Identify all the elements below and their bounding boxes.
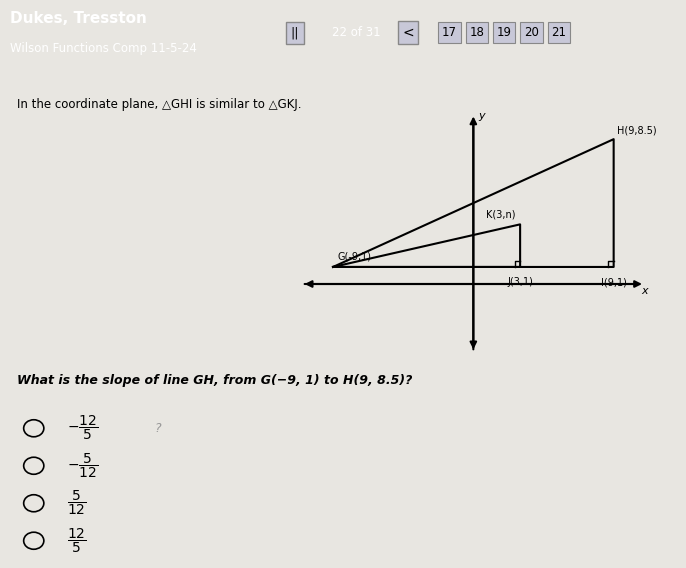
Text: 20: 20 [524, 26, 539, 39]
Text: ?: ? [155, 422, 161, 435]
Text: Dukes, Tresston: Dukes, Tresston [10, 11, 147, 26]
Text: 21: 21 [552, 26, 567, 39]
Text: $\dfrac{12}{5}$: $\dfrac{12}{5}$ [67, 527, 87, 555]
Text: K(3,n): K(3,n) [486, 209, 515, 219]
Text: $-\dfrac{5}{12}$: $-\dfrac{5}{12}$ [67, 452, 99, 480]
Text: x: x [641, 286, 648, 296]
Text: $\dfrac{5}{12}$: $\dfrac{5}{12}$ [67, 489, 87, 517]
Text: ||: || [291, 26, 299, 39]
Text: Wilson Functions Comp 11-5-24: Wilson Functions Comp 11-5-24 [10, 42, 197, 55]
Text: G(-9,1): G(-9,1) [338, 252, 372, 262]
Text: H(9,8.5): H(9,8.5) [617, 126, 657, 136]
Text: In the coordinate plane, △GHI is similar to △GKJ.: In the coordinate plane, △GHI is similar… [17, 98, 301, 111]
Text: 18: 18 [469, 26, 484, 39]
Text: 22 of 31: 22 of 31 [333, 26, 381, 39]
Text: 17: 17 [442, 26, 457, 39]
Text: What is the slope of line GH, from G(−9, 1) to H(9, 8.5)?: What is the slope of line GH, from G(−9,… [17, 374, 412, 387]
Text: J(3,1): J(3,1) [507, 277, 533, 287]
Text: $-\dfrac{12}{5}$: $-\dfrac{12}{5}$ [67, 414, 99, 442]
Text: <: < [403, 26, 414, 40]
Text: 19: 19 [497, 26, 512, 39]
Text: y: y [478, 111, 484, 121]
Text: I(9,1): I(9,1) [601, 277, 626, 287]
